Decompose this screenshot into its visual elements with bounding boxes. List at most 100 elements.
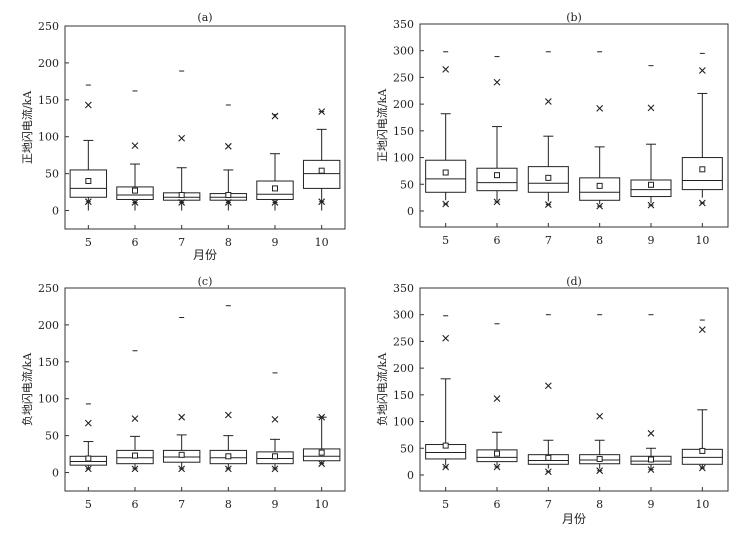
x-tick-label: 7 [545, 234, 552, 247]
y-tick-label: 200 [38, 57, 59, 70]
p99-marker [84, 101, 92, 109]
mean-marker [699, 447, 706, 454]
y-tick-label: 300 [393, 309, 414, 322]
p99-marker [596, 105, 604, 112]
p99-marker [131, 142, 139, 149]
p99-stroke-b [493, 395, 501, 402]
box-9 [630, 65, 672, 209]
y-tick-label: 350 [393, 18, 414, 31]
box-iqr [302, 159, 341, 189]
p99-marker [271, 416, 279, 423]
mean-marker [318, 167, 325, 174]
x-tick-label: 5 [442, 498, 449, 511]
x-tick-label: 6 [132, 236, 139, 249]
x-tick-label: 10 [695, 498, 709, 511]
box-7 [162, 70, 201, 211]
x-tick-label: 6 [494, 498, 501, 511]
box-iqr [630, 179, 672, 198]
x-tick-label: 6 [494, 234, 501, 247]
p99-marker [271, 112, 279, 120]
mean-marker [648, 456, 654, 463]
mean-marker [85, 455, 92, 462]
mean-marker [442, 169, 449, 176]
p99-stroke-b [544, 382, 552, 390]
p99-marker [493, 78, 501, 86]
p99-marker [596, 412, 604, 420]
p99-stroke-b [442, 66, 450, 73]
y-tick-label: 0 [52, 467, 59, 480]
mean-marker [85, 178, 92, 185]
x-tick-label: 7 [545, 498, 552, 511]
y-tick-label: 350 [393, 282, 414, 295]
p99-stroke-b [84, 419, 92, 427]
mean-marker [648, 181, 654, 188]
p99-marker [647, 104, 655, 112]
p99-stroke-b [647, 104, 655, 112]
p99-marker [224, 411, 232, 419]
p99-marker [131, 415, 139, 423]
box-9 [256, 372, 294, 473]
x-tick-label: 8 [596, 498, 603, 511]
box-5 [425, 51, 467, 208]
p99-marker [698, 326, 706, 334]
p99-marker [178, 413, 186, 421]
box-iqr [425, 159, 467, 193]
x-tick-label: 7 [178, 498, 185, 511]
x-tick-label: 5 [442, 234, 449, 247]
p99-stroke-b [271, 112, 279, 120]
p99-stroke-b [271, 416, 279, 423]
p99-marker [84, 419, 92, 427]
y-axis-label: 正地闪电流/kA [20, 90, 34, 164]
x-tick-label: 5 [85, 498, 92, 511]
box-10 [681, 319, 723, 472]
x-tick-label: 9 [648, 498, 655, 511]
y-tick-label: 50 [45, 168, 59, 181]
p99-stroke-b [131, 415, 139, 423]
box-9 [630, 314, 672, 474]
chart-panel-3: (d) 0 50 100 150 200 250 300 350 5 6 7 8 9 10 负地闪电流/kA 月… [375, 275, 729, 526]
p99-stroke-b [224, 142, 232, 150]
mean-marker [272, 185, 278, 192]
box-6 [476, 323, 518, 471]
chart-title: (a) [197, 11, 212, 24]
mean-marker [272, 453, 278, 460]
x-tick-label: 10 [695, 234, 709, 247]
y-tick-label: 300 [393, 45, 414, 58]
p99-stroke-b [596, 412, 604, 420]
p99-stroke-b [596, 105, 604, 112]
box-10 [302, 108, 341, 211]
plot-frame [64, 287, 346, 492]
x-tick-label: 8 [225, 236, 232, 249]
box-iqr [579, 177, 621, 201]
y-axis-label: 负地闪电流/kA [375, 352, 389, 426]
mean-marker [442, 442, 449, 449]
y-tick-label: 0 [407, 469, 414, 482]
box-8 [209, 104, 248, 211]
box-10 [681, 52, 723, 207]
y-tick-label: 0 [407, 205, 414, 218]
mean-marker [178, 451, 185, 458]
y-tick-label: 0 [52, 205, 59, 218]
x-tick-label: 9 [648, 234, 655, 247]
y-tick-label: 50 [400, 178, 414, 191]
y-tick-label: 150 [38, 94, 59, 107]
p99-marker [442, 66, 450, 73]
y-tick-label: 100 [393, 152, 414, 165]
mean-marker [545, 454, 552, 461]
box-10 [302, 413, 341, 468]
p99-stroke-b [84, 101, 92, 109]
p99-stroke-b [493, 78, 501, 86]
y-tick-label: 50 [45, 430, 59, 443]
x-tick-label: 7 [178, 236, 185, 249]
box-8 [579, 314, 621, 475]
box-iqr [476, 167, 518, 192]
mean-marker [494, 450, 500, 457]
x-tick-label: 5 [85, 236, 92, 249]
box-8 [579, 51, 621, 210]
chart-panel-0: (a) 0 50 100 150 200 250 5 6 7 8 9 10 正地闪电流/kA 月份 [20, 11, 346, 262]
chart-title: (d) [566, 275, 582, 288]
y-tick-label: 200 [393, 98, 414, 111]
box-7 [527, 51, 569, 208]
x-tick-label: 8 [225, 498, 232, 511]
